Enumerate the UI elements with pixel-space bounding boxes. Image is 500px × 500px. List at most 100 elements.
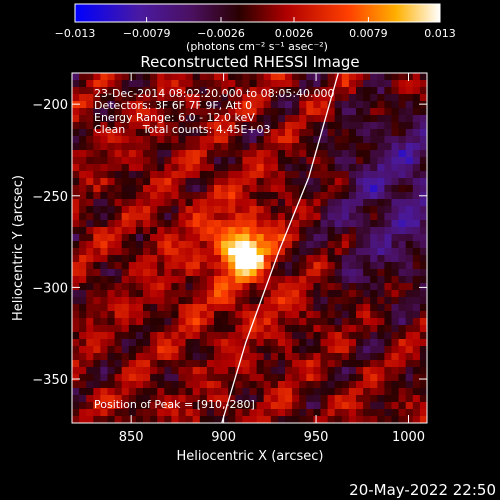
heatmap-cell — [157, 283, 165, 291]
heatmap-cell — [313, 262, 321, 270]
heatmap-cell — [341, 318, 350, 326]
heatmap-cell — [221, 325, 229, 333]
heatmap-cell — [327, 353, 336, 361]
heatmap-cell — [128, 367, 137, 375]
heatmap-cell — [370, 80, 378, 88]
heatmap-cell — [263, 325, 272, 333]
heatmap-cell — [79, 346, 87, 354]
heatmap-cell — [86, 185, 94, 193]
heatmap-cell — [363, 395, 371, 403]
heatmap-cell — [114, 206, 123, 214]
heatmap-cell — [157, 150, 165, 158]
heatmap-cell — [164, 94, 172, 102]
heatmap-cell — [221, 318, 229, 326]
heatmap-cell — [370, 94, 378, 102]
heatmap-cell — [221, 297, 229, 305]
heatmap-cell — [114, 87, 123, 95]
heatmap-cell — [72, 94, 80, 102]
heatmap-cell — [270, 206, 279, 214]
heatmap-cell — [206, 248, 215, 256]
heatmap-cell — [100, 402, 108, 410]
heatmap-cell — [306, 234, 314, 242]
heatmap-cell — [377, 304, 385, 312]
heatmap-cell — [164, 409, 172, 417]
heatmap-cell — [86, 325, 94, 333]
heatmap-cell — [377, 213, 385, 221]
heatmap-cell — [263, 311, 272, 319]
heatmap-cell — [419, 276, 427, 284]
heatmap-cell — [121, 213, 130, 221]
heatmap-cell — [72, 129, 80, 137]
heatmap-cell — [121, 339, 130, 347]
heatmap-cell — [114, 220, 123, 228]
heatmap-cell — [249, 276, 258, 284]
heatmap-cell — [320, 262, 329, 270]
heatmap-cell — [292, 241, 300, 249]
heatmap-cell — [100, 87, 108, 95]
heatmap-cell — [79, 129, 87, 137]
heatmap-cell — [128, 206, 137, 214]
heatmap-cell — [320, 213, 329, 221]
heatmap-cell — [405, 395, 414, 403]
heatmap-cell — [270, 220, 279, 228]
heatmap-cell — [356, 171, 364, 179]
heatmap-cell — [356, 199, 364, 207]
heatmap-cell — [363, 381, 371, 389]
heatmap-cell — [192, 185, 201, 193]
heatmap-cell — [313, 241, 321, 249]
heatmap-cell — [185, 416, 194, 423]
heatmap-cell — [214, 227, 222, 235]
heatmap-cell — [79, 227, 87, 235]
heatmap-cell — [419, 164, 427, 172]
heatmap-cell — [228, 73, 236, 81]
heatmap-cell — [306, 388, 314, 396]
heatmap-cell — [356, 325, 364, 333]
heatmap-cell — [206, 115, 215, 123]
heatmap-cell — [320, 248, 329, 256]
heatmap-cell — [185, 171, 194, 179]
heatmap-cell — [412, 206, 421, 214]
heatmap-cell — [306, 178, 314, 186]
heatmap-cell — [292, 381, 300, 389]
heatmap-cell — [334, 297, 343, 305]
heatmap-cell — [72, 199, 80, 207]
heatmap-cell — [164, 318, 172, 326]
heatmap-cell — [228, 325, 236, 333]
heatmap-cell — [412, 283, 421, 291]
heatmap-cell — [171, 108, 179, 116]
heatmap-cell — [164, 199, 172, 207]
heatmap-cell — [221, 101, 229, 109]
heatmap-cell — [334, 143, 343, 151]
heatmap-cell — [72, 402, 80, 410]
heatmap-cell — [285, 199, 293, 207]
heatmap-cell — [242, 192, 250, 200]
heatmap-cell — [263, 220, 272, 228]
heatmap-cell — [143, 199, 151, 207]
heatmap-cell — [206, 290, 215, 298]
heatmap-cell — [143, 339, 151, 347]
heatmap-cell — [128, 304, 137, 312]
heatmap-cell — [199, 339, 208, 347]
heatmap-cell — [164, 381, 172, 389]
heatmap-cell — [199, 129, 208, 137]
heatmap-cell — [221, 241, 229, 249]
heatmap-cell — [192, 332, 201, 340]
heatmap-cell — [192, 353, 201, 361]
heatmap-cell — [86, 374, 94, 382]
heatmap-cell — [398, 108, 407, 116]
heatmap-cell — [86, 262, 94, 270]
heatmap-cell — [185, 381, 194, 389]
heatmap-cell — [192, 409, 201, 417]
heatmap-cell — [405, 290, 414, 298]
heatmap-cell — [242, 416, 250, 423]
heatmap-cell — [79, 353, 87, 361]
heatmap-cell — [128, 150, 137, 158]
heatmap-cell — [263, 171, 272, 179]
heatmap-cell — [277, 115, 286, 123]
heatmap-cell — [185, 73, 194, 81]
heatmap-cell — [128, 101, 137, 109]
heatmap-cell — [192, 129, 201, 137]
heatmap-cell — [263, 157, 272, 165]
heatmap-cell — [86, 332, 94, 340]
heatmap-cell — [285, 255, 293, 263]
